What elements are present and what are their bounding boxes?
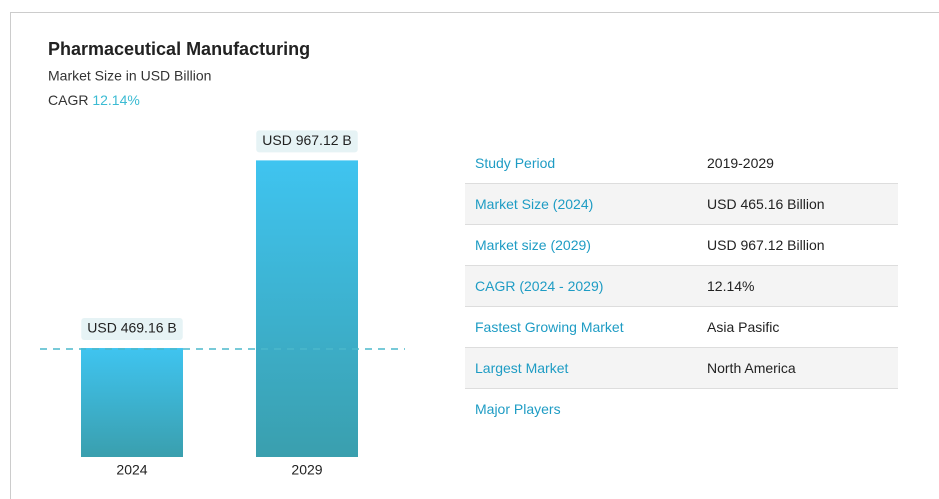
row-value: Asia Pasific bbox=[707, 319, 780, 335]
value-label-bg bbox=[256, 130, 358, 153]
bar bbox=[81, 348, 183, 457]
value-label-bg bbox=[81, 318, 183, 341]
row-label: Study Period bbox=[475, 155, 556, 171]
table-row: Fastest Growing Market Asia Pasific bbox=[465, 307, 898, 348]
row-value: USD 967.12 Billion bbox=[707, 237, 825, 253]
table-row: Market Size (2024) USD 465.16 Billion bbox=[465, 184, 898, 225]
chart-title: Pharmaceutical Manufacturing bbox=[48, 39, 310, 59]
table-row: Major Players bbox=[465, 389, 898, 429]
row-value: 12.14% bbox=[707, 278, 755, 294]
row-label: Market size (2029) bbox=[475, 237, 591, 253]
table: Study Period 2019-2029 Market Size (2024) U… bbox=[465, 143, 898, 429]
row-label: Largest Market bbox=[475, 360, 569, 376]
row-value: North America bbox=[707, 360, 796, 376]
x-tick-label: 2024 bbox=[116, 462, 147, 478]
row-label: Major Players bbox=[475, 401, 561, 417]
x-tick-label: 2029 bbox=[291, 462, 322, 478]
row-label: Fastest Growing Market bbox=[475, 319, 624, 335]
subtitle: Market Size in USD Billion bbox=[48, 68, 211, 84]
value-label: USD 967.12 B bbox=[262, 132, 352, 148]
row-label: CAGR (2024 - 2029) bbox=[475, 278, 604, 294]
cagr-label: CAGR bbox=[48, 92, 88, 108]
row-label: Market Size (2024) bbox=[475, 196, 594, 212]
table-row: Market size (2029) USD 967.12 Billion bbox=[465, 225, 898, 266]
bar bbox=[256, 160, 358, 458]
value-label: USD 469.16 B bbox=[87, 320, 177, 336]
row-value: 2019-2029 bbox=[707, 155, 774, 171]
table-row: Study Period 2019-2029 bbox=[465, 143, 898, 184]
row-value: USD 465.16 Billion bbox=[707, 196, 825, 212]
table-row: CAGR (2024 - 2029) 12.14% bbox=[465, 266, 898, 307]
cagr: CAGR 12.14% bbox=[48, 92, 140, 108]
table-row: Largest Market North America bbox=[465, 348, 898, 389]
frame bbox=[10, 12, 939, 499]
cagr-value: 12.14% bbox=[92, 92, 139, 108]
